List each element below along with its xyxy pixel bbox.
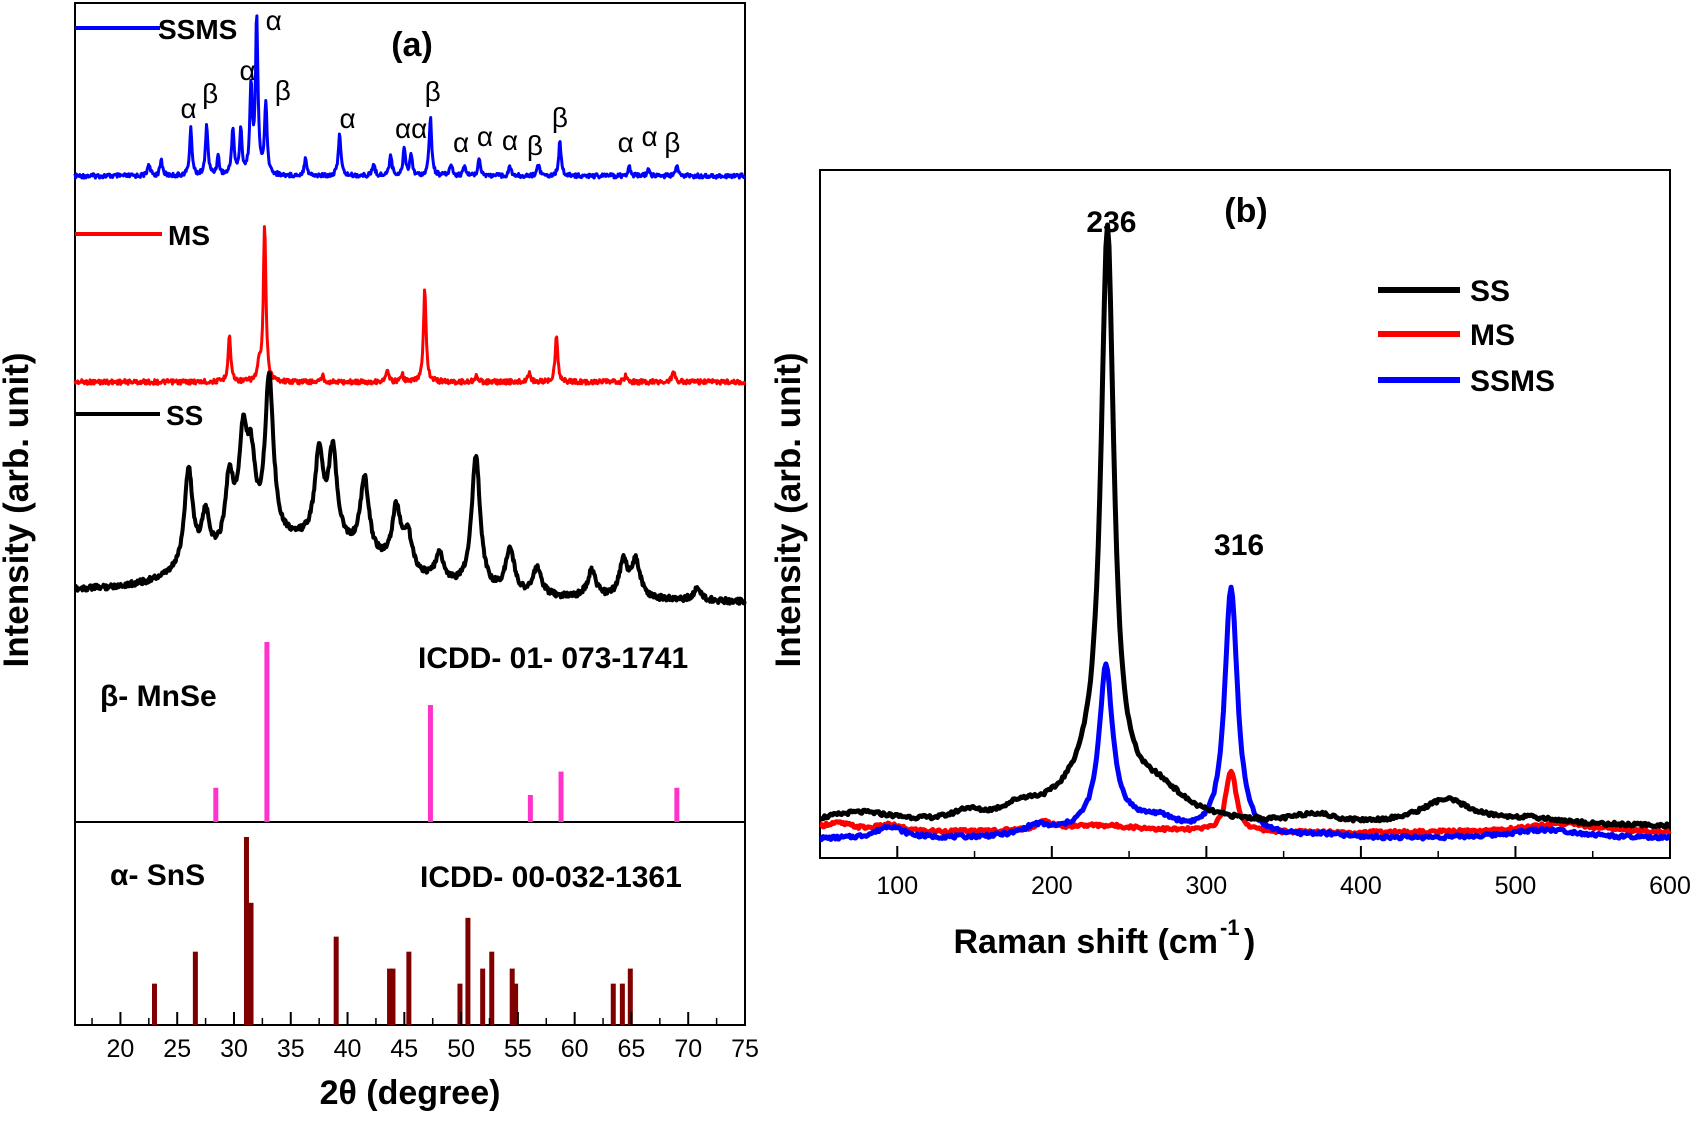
panel-b-xlabel-sup: -1	[1220, 915, 1240, 940]
phase-annotation: β	[664, 127, 680, 158]
reference-line	[489, 951, 495, 1025]
x-tick-label: 35	[277, 1035, 305, 1063]
phase-annotation: β	[552, 102, 568, 133]
reference-line	[465, 917, 471, 1025]
reference-line	[387, 968, 393, 1025]
phase-annotation: α	[339, 103, 355, 134]
reference-name: α- SnS	[110, 859, 205, 892]
x-tick-label: 75	[731, 1035, 759, 1063]
reference-line	[243, 837, 249, 1025]
x-tick-label: 45	[390, 1035, 418, 1063]
reference-line	[627, 968, 633, 1025]
reference-line	[427, 705, 433, 822]
phase-annotation: α	[477, 121, 493, 152]
phase-annotation: α	[266, 5, 282, 36]
reference-card: ICDD- 00-032-1361	[420, 861, 682, 894]
reference-line	[610, 983, 616, 1025]
x-tick-label: 60	[561, 1035, 589, 1063]
x-tick-label: 40	[334, 1035, 362, 1063]
panel-a-ylabel: Intensity (arb. unit)	[0, 353, 36, 668]
panel-b-ylabel: Intensity (arb. unit)	[769, 353, 808, 668]
panel-b-frame	[819, 169, 1671, 859]
phase-annotation: α	[502, 125, 518, 156]
legend-label-ms: MS	[168, 220, 210, 251]
x-tick-label: 55	[504, 1035, 532, 1063]
reference-line	[406, 951, 412, 1025]
x-tick-label: 30	[220, 1035, 248, 1063]
raman-legend-label-ss: SS	[1470, 275, 1510, 308]
reference-line	[390, 968, 396, 1025]
reference-line	[480, 968, 486, 1025]
x-tick-label: 70	[674, 1035, 702, 1063]
raman-trace-ms	[819, 768, 1672, 837]
reference-line	[264, 642, 270, 822]
reference-line	[527, 795, 533, 822]
raman-x-tick-label: 100	[876, 872, 918, 900]
x-tick-label: 20	[107, 1035, 135, 1063]
panel-b-label: (b)	[1224, 192, 1267, 230]
peak-label: 316	[1214, 529, 1264, 562]
reference-line	[333, 936, 339, 1025]
panel-b-xlabel-close: )	[1244, 923, 1255, 961]
phase-annotation: α	[180, 93, 196, 124]
raman-x-tick-label: 300	[1186, 872, 1228, 900]
phase-annotation: β	[275, 75, 291, 106]
x-tick-label: 25	[163, 1035, 191, 1063]
reference-line	[213, 787, 219, 822]
panel-a-label: (a)	[391, 26, 433, 64]
phase-annotation: α	[618, 127, 634, 158]
phase-annotation: αα	[395, 113, 427, 144]
reference-line	[619, 983, 625, 1025]
phase-annotation: β	[425, 76, 441, 107]
trace-ms	[73, 225, 747, 386]
raman-legend-label-ssms: SSMS	[1470, 365, 1555, 398]
reference-line	[192, 951, 198, 1025]
raman-legend-label-ms: MS	[1470, 319, 1515, 352]
phase-annotation: α	[240, 55, 256, 86]
raman-x-tick-label: 200	[1031, 872, 1073, 900]
phase-annotation: α	[642, 121, 658, 152]
raman-trace-ssms	[819, 584, 1671, 843]
raman-x-tick-label: 500	[1495, 872, 1537, 900]
raman-x-tick-label: 400	[1340, 872, 1382, 900]
phase-annotation: β	[527, 130, 543, 161]
reference-line	[674, 787, 680, 822]
reference-card: ICDD- 01- 073-1741	[418, 642, 688, 675]
reference-line	[509, 968, 515, 1025]
panel-a-xlabel: 2θ (degree)	[320, 1074, 501, 1112]
peak-label: 236	[1086, 206, 1136, 239]
reference-line	[457, 983, 463, 1025]
panel-b-xlabel: Raman shift (cm	[954, 923, 1219, 961]
reference-line	[513, 983, 519, 1025]
x-tick-label: 65	[618, 1035, 646, 1063]
x-tick-label: 50	[447, 1035, 475, 1063]
raman-trace-ss	[819, 222, 1672, 830]
trace-ss	[73, 370, 747, 606]
reference-line	[248, 902, 254, 1025]
trace-ssms	[73, 14, 746, 180]
phase-annotation: α	[453, 127, 469, 158]
legend-label-ssms: SSMS	[158, 14, 237, 45]
reference-line	[558, 771, 564, 822]
phase-annotation: β	[202, 78, 218, 109]
reference-line	[151, 983, 157, 1025]
raman-x-tick-label: 600	[1649, 872, 1691, 900]
reference-name: β- MnSe	[100, 680, 217, 713]
legend-label-ss: SS	[166, 400, 203, 431]
